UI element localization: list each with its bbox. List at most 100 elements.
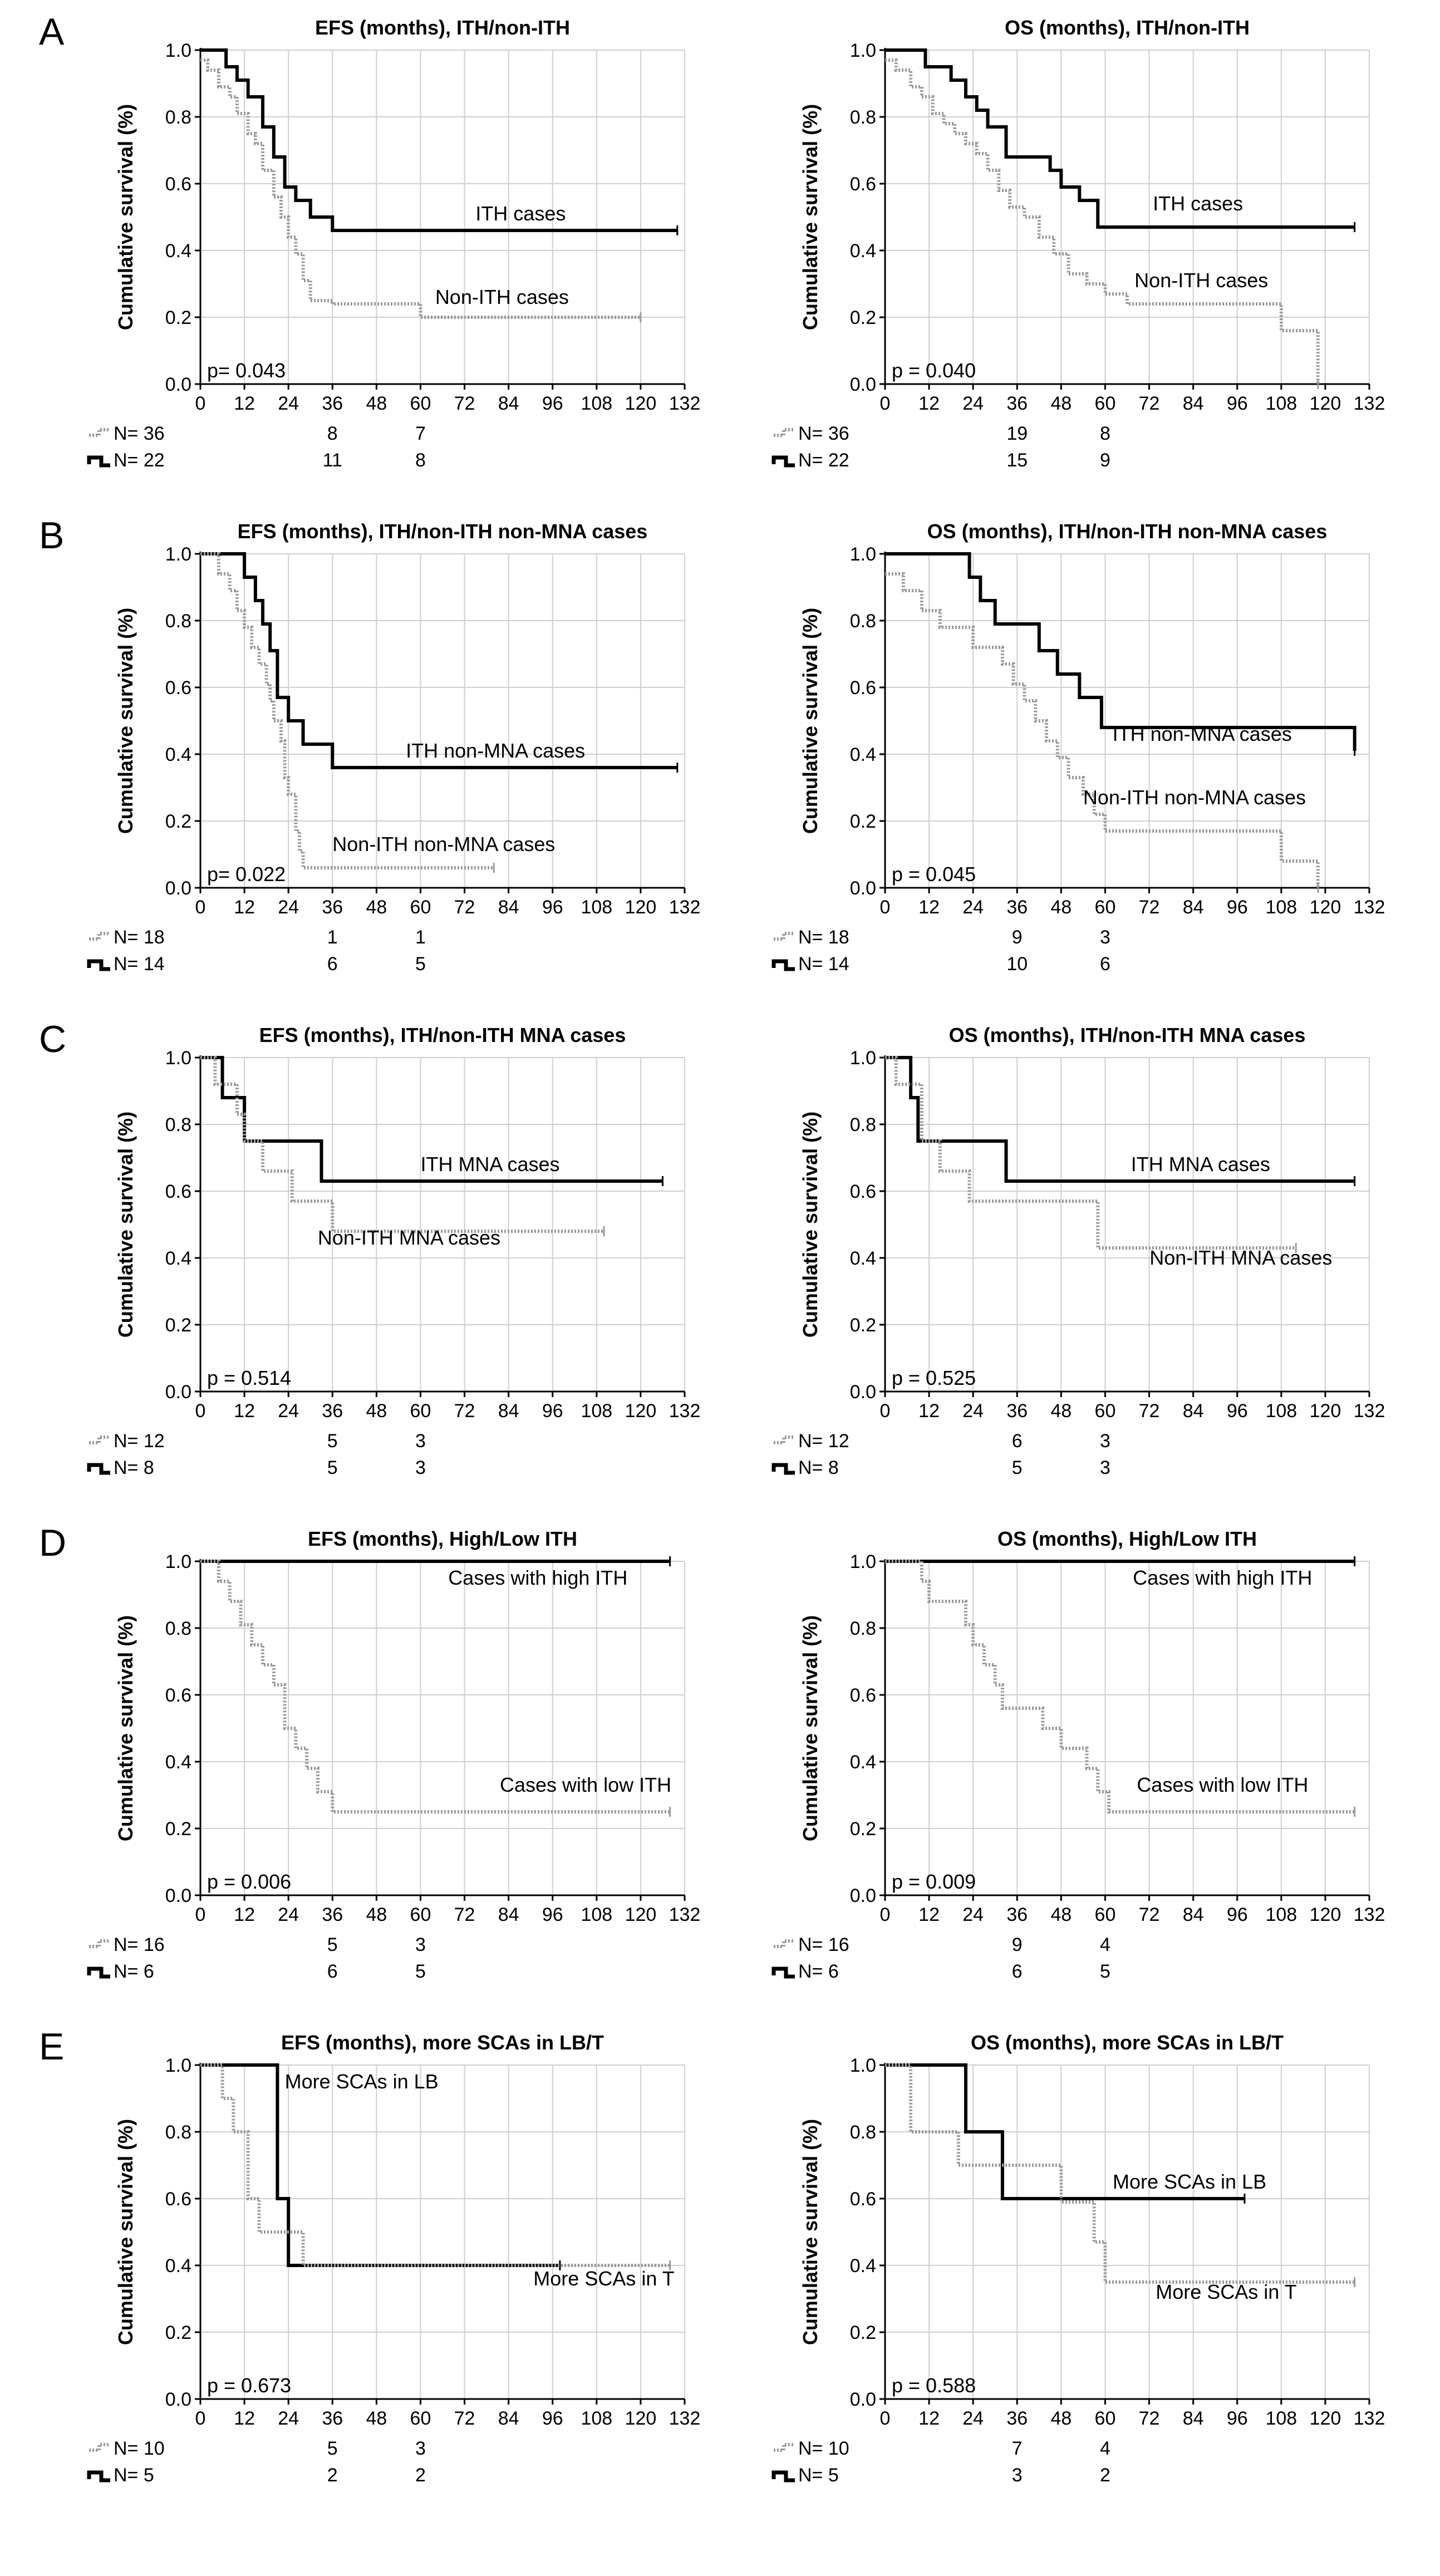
y-axis-label: Cumulative survival (%): [799, 1112, 822, 1338]
chart-panel-d-os: OS (months), High/Low ITH 0 12 24 36 48 60 72 84…: [771, 1527, 1385, 1982]
dotted-step-line-icon: [774, 1436, 795, 1444]
risk-count-nonith: 5: [327, 1430, 338, 1452]
x-tick-label: 84: [1183, 1400, 1204, 1422]
x-tick-label: 132: [1354, 1400, 1385, 1422]
risk-count-nonith: 8: [327, 423, 338, 444]
x-tick-label: 12: [918, 1400, 940, 1422]
y-tick-label: 0.8: [165, 611, 191, 632]
panel-letter: A: [39, 11, 65, 53]
y-tick-label: 0.6: [165, 174, 191, 195]
risk-count-nonith: 3: [415, 1934, 426, 1955]
series-annotation: Non-ITH non-MNA cases: [332, 833, 555, 856]
risk-count-ith: 3: [415, 1457, 426, 1478]
grid: [200, 1057, 685, 1392]
chart-title: OS (months), High/Low ITH: [997, 1527, 1257, 1550]
y-tick-label: 0.4: [850, 1752, 876, 1773]
y-tick-label: 0.2: [165, 811, 191, 832]
grid: [200, 553, 685, 888]
x-tick-label: 60: [1095, 1904, 1116, 1925]
risk-label-nonith: N= 12: [798, 1430, 849, 1452]
risk-count-ith: 11: [323, 450, 342, 471]
x-tick-label: 72: [1139, 393, 1160, 414]
x-tick-label: 12: [918, 1904, 940, 1925]
series-annotation: Cases with low ITH: [500, 1773, 671, 1796]
x-tick-label: 84: [498, 2408, 519, 2429]
chart-panel-e-os: OS (months), more SCAs in LB/T0 12 24 36 48 6…: [771, 2031, 1385, 2486]
risk-count-ith: 3: [1100, 1457, 1110, 1478]
y-tick-label: 0.8: [165, 107, 191, 128]
y-tick-label: 0.2: [850, 1818, 876, 1840]
y-tick-label: 1.0: [165, 1551, 191, 1572]
y-tick-label: 0.8: [165, 1618, 191, 1639]
p-value: p = 0.588: [892, 2374, 976, 2397]
y-tick-label: 0.0: [850, 374, 876, 395]
x-tick-label: 72: [1139, 897, 1160, 918]
x-tick-label: 132: [669, 897, 701, 918]
x-tick-label: 36: [1006, 2408, 1028, 2429]
y-tick-label: 0.6: [165, 1181, 191, 1202]
survival-line-nonith: [885, 1056, 1296, 1250]
x-tick-label: 132: [1354, 897, 1385, 918]
risk-label-nonith: N= 16: [114, 1934, 165, 1955]
survival-line-ith: [200, 48, 677, 232]
chart-panel-b-os: OS (months), ITH/non-ITH non-MNA cases 0 1…: [771, 520, 1385, 975]
series-annotation: ITH cases: [475, 202, 566, 225]
y-tick-label: 0.4: [850, 240, 876, 262]
x-tick-label: 72: [1139, 2408, 1160, 2429]
chart-title: OS (months), ITH/non-ITH MNA cases: [949, 1024, 1306, 1046]
x-tick-label: 0: [880, 1400, 891, 1422]
dotted-step-line-icon: [89, 932, 110, 941]
y-tick-label: 0.0: [850, 1382, 876, 1403]
solid-step-line-icon: [87, 455, 110, 468]
grid: [884, 50, 1370, 385]
p-value: p = 0.525: [892, 1366, 976, 1389]
solid-step-line-icon: [771, 1967, 795, 1979]
x-tick-label: 72: [454, 2408, 475, 2429]
x-tick-label: 120: [1310, 393, 1341, 414]
survival-line-nonith: [200, 58, 641, 319]
series-annotation: Cases with low ITH: [1137, 1773, 1308, 1796]
series-annotation: More SCAs in T: [1156, 2280, 1296, 2303]
survival-line-nonith: [200, 1560, 670, 1813]
risk-count-ith: 10: [1006, 953, 1028, 975]
y-tick-label: 0.2: [165, 1315, 191, 1336]
x-tick-label: 36: [322, 2408, 343, 2429]
x-tick-label: 60: [410, 1904, 431, 1925]
survival-line-nonith: [200, 552, 494, 869]
x-tick-label: 36: [1006, 393, 1028, 414]
series-annotation: Non-ITH MNA cases: [318, 1226, 500, 1249]
y-tick-label: 0.2: [165, 1818, 191, 1840]
survival-line-ith: [885, 552, 1357, 751]
risk-count-nonith: 3: [415, 1430, 426, 1452]
x-tick-label: 60: [1095, 897, 1116, 918]
chart-title: OS (months), more SCAs in LB/T: [971, 2031, 1284, 2054]
series-annotation: Cases with high ITH: [448, 1566, 627, 1589]
y-tick-label: 1.0: [850, 1048, 876, 1069]
risk-count-ith: 5: [415, 953, 426, 975]
x-tick-label: 108: [1265, 393, 1297, 414]
survival-line-nonith: [885, 572, 1320, 888]
x-tick-label: 24: [278, 393, 299, 414]
survival-line-ith: [885, 1056, 1355, 1183]
x-tick-label: 120: [1310, 1904, 1341, 1925]
risk-count-ith: 5: [415, 1961, 426, 1982]
solid-step-line-icon: [87, 1463, 110, 1475]
x-tick-label: 36: [1006, 1904, 1028, 1925]
risk-label-nonith: N= 18: [114, 927, 165, 948]
chart-title: EFS (months), ITH/non-ITH: [315, 16, 570, 39]
series-annotation: ITH non-MNA cases: [406, 739, 585, 762]
chart-panel-c-efs: C EFS (months), ITH/non-ITH MNA cases 0 12 2…: [39, 1018, 700, 1478]
chart-panel-a-os: OS (months), ITH/non-ITH 0 12 24 36 48 60 72 84 9…: [771, 16, 1385, 471]
solid-step-line-icon: [87, 959, 110, 971]
y-tick-label: 0.2: [850, 307, 876, 328]
x-tick-label: 108: [581, 1904, 612, 1925]
x-tick-label: 36: [1006, 897, 1028, 918]
x-tick-label: 24: [962, 393, 984, 414]
x-tick-label: 132: [1354, 1904, 1385, 1925]
x-tick-label: 0: [880, 2408, 891, 2429]
risk-count-ith: 6: [1012, 1961, 1023, 1982]
solid-step-line-icon: [771, 1463, 795, 1475]
x-tick-label: 96: [542, 1400, 563, 1422]
grid: [200, 1561, 685, 1896]
